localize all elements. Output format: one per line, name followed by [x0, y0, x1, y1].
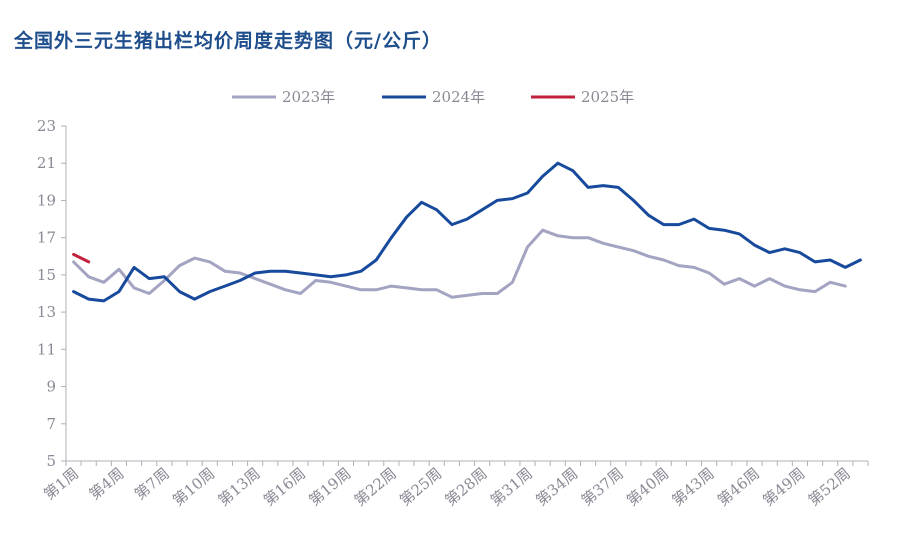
y-tick-label: 7	[46, 415, 56, 433]
y-tick-label: 21	[37, 154, 56, 172]
x-tick-label: 第7周	[131, 464, 173, 503]
x-tick-label: 第37周	[578, 464, 627, 509]
x-tick-label: 第52周	[805, 464, 854, 509]
x-tick-label: 第19周	[305, 464, 354, 509]
x-tick-label: 第31周	[487, 464, 536, 509]
x-tick-label: 第10周	[169, 464, 218, 509]
plot-area	[72, 161, 862, 303]
y-tick-label: 17	[37, 229, 56, 247]
y-tick-label: 11	[37, 340, 56, 358]
series-line-2024年	[72, 161, 862, 303]
legend: 2023年 2024年 2025年	[232, 88, 634, 106]
chart-title: 全国外三元生猪出栏均价周度走势图（元/公斤）	[14, 30, 442, 52]
x-axis: 第1周 第4周 第7周第10周第13周第16周第19周第22周第25周第28周第31…	[40, 460, 869, 510]
x-tick-label: 第16周	[260, 464, 309, 509]
x-tick-label: 第46周	[714, 464, 763, 509]
y-axis: 5 7 9 11 13 15 17 19 21 23	[37, 117, 67, 470]
x-tick-label: 第25周	[396, 464, 445, 509]
y-tick-label: 15	[37, 266, 56, 284]
series-line-2023年	[72, 228, 847, 299]
y-tick-label: 13	[37, 303, 56, 321]
y-tick-label: 23	[37, 117, 56, 135]
x-tick-label: 第4周	[86, 464, 128, 503]
y-tick-label: 5	[46, 452, 56, 470]
x-tick-label: 第34周	[532, 464, 581, 509]
x-tick-label: 第13周	[215, 464, 264, 509]
legend-label: 2024年	[432, 88, 485, 106]
series-line-2025年	[72, 252, 91, 264]
x-tick-label: 第43周	[669, 464, 718, 509]
legend-label: 2025年	[581, 88, 634, 106]
x-tick-label: 第40周	[623, 464, 672, 509]
x-tick-label: 第1周	[40, 464, 82, 503]
x-tick-label: 第22周	[351, 464, 400, 509]
x-tick-label: 第49周	[759, 464, 808, 509]
y-tick-label: 19	[37, 191, 56, 209]
x-tick-label: 第28周	[442, 464, 491, 509]
y-tick-label: 9	[46, 378, 56, 396]
legend-label: 2023年	[282, 88, 335, 106]
